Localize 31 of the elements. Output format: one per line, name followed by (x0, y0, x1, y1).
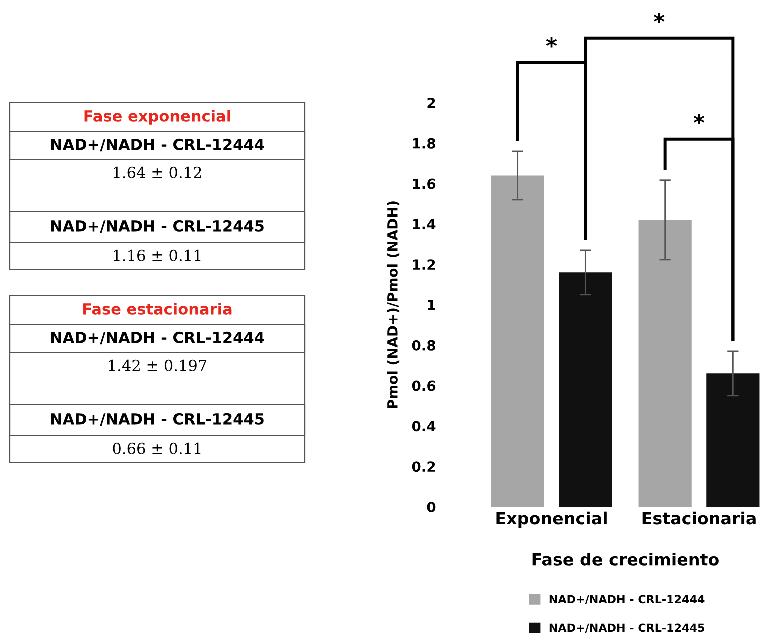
y-tick-label: 0.8 (412, 340, 436, 351)
y-tick-label: 1.2 (413, 260, 436, 270)
y-tick-label: 1.6 (413, 178, 436, 190)
text: NAD+/NADH - CRL-12445 (51, 220, 264, 234)
x-tick-label: Exponencial (496, 512, 607, 528)
x-tick-label: Estacionaria (642, 512, 756, 525)
text: NAD+/NADH - CRL-12444 (51, 332, 264, 345)
legend-label: NAD+/NADH - CRL-12445 (550, 624, 704, 634)
text: NAD+/NADH - CRL-12444 (51, 138, 264, 152)
text: 1.64 ± 0.12 (114, 166, 202, 178)
bar (706, 374, 760, 507)
y-tick-label: 1.4 (413, 219, 436, 230)
y-tick-label: 0.6 (412, 380, 436, 392)
text: 1.42 ± 0.197 (109, 360, 207, 372)
y-tick-label: 0 (427, 502, 436, 512)
y-tick-label: 1.8 (413, 138, 436, 149)
text: Fase exponencial (84, 110, 230, 125)
annotation: * (694, 114, 705, 125)
text: 0.66 ± 0.11 (113, 442, 201, 454)
y-tick-label: 0.4 (412, 421, 436, 432)
text: * (654, 13, 665, 24)
y-tick-label: 1 (428, 300, 436, 310)
text: Fase estacionaria (84, 303, 232, 315)
y-axis-title: Pmol (NAD+)/Pmol (NADH) (387, 202, 400, 408)
y-tick-label: 2 (428, 98, 436, 108)
text: NAD+/NADH - CRL-12445 (51, 413, 264, 426)
text: 1.16 ± 0.11 (114, 250, 201, 262)
x-axis-title: Fase de crecimiento (532, 552, 719, 566)
y-tick-label: 0.2 (412, 462, 436, 472)
legend-label: NAD+/NADH - CRL-12444 (550, 595, 705, 604)
text: * (546, 37, 558, 48)
